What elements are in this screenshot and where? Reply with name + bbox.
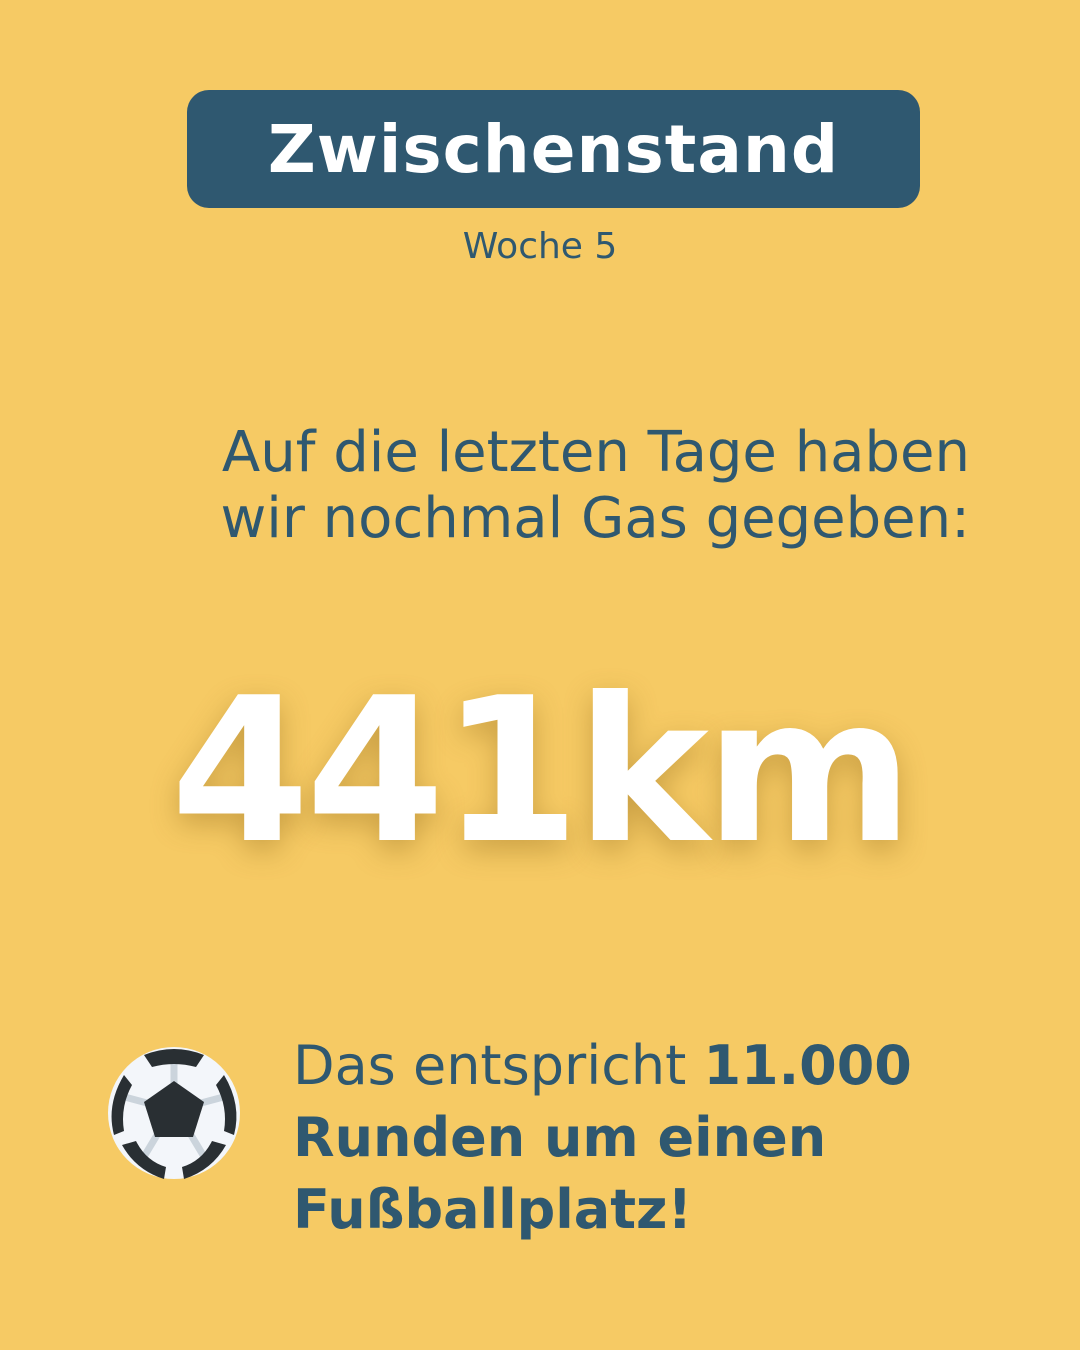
fact-prefix: Das entspricht [293,1034,704,1097]
fact-highlight: 11.000 Runden um einen Fußballplatz! [293,1034,912,1241]
lead-text: Auf die letzten Tage haben wir nochmal G… [220,420,971,551]
distance-stat: 441km [170,655,914,888]
page-title: Zwischenstand [267,110,840,188]
fact-text: Das entspricht 11.000 Runden um einen Fu… [293,1030,1013,1246]
week-label: Woche 5 [462,226,618,267]
title-badge: Zwischenstand [187,90,920,208]
soccer-ball-icon [108,1047,240,1179]
